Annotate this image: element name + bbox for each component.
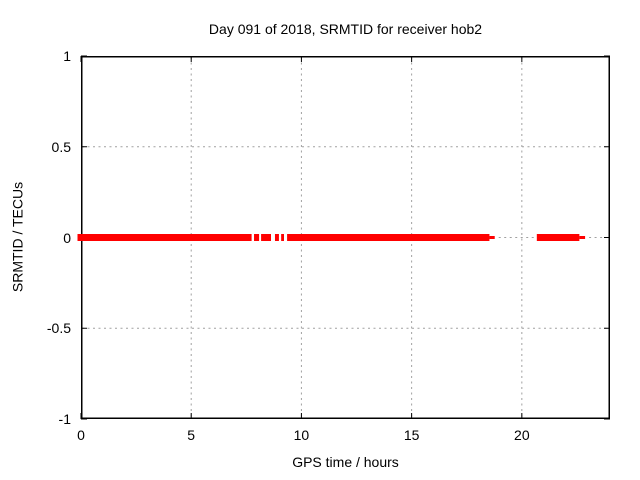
x-tick-label: 20 (514, 427, 530, 443)
y-tick-label: 0.5 (51, 138, 71, 155)
y-tick-label: 1 (63, 48, 71, 64)
x-tick-label: 10 (293, 427, 310, 443)
x-tick-label: 15 (403, 427, 420, 443)
chart-title: Day 091 of 2018, SRMTID for receiver hob… (208, 21, 483, 37)
x-tick-label: 5 (187, 427, 196, 443)
y-tick-label: 0 (63, 229, 71, 246)
y-tick-label: -0.5 (46, 320, 71, 337)
plot-area (77, 55, 610, 420)
x-axis-label: GPS time / hours (292, 454, 399, 470)
x-tick-label: 0 (77, 427, 85, 443)
y-tick-label: -1 (58, 411, 71, 427)
